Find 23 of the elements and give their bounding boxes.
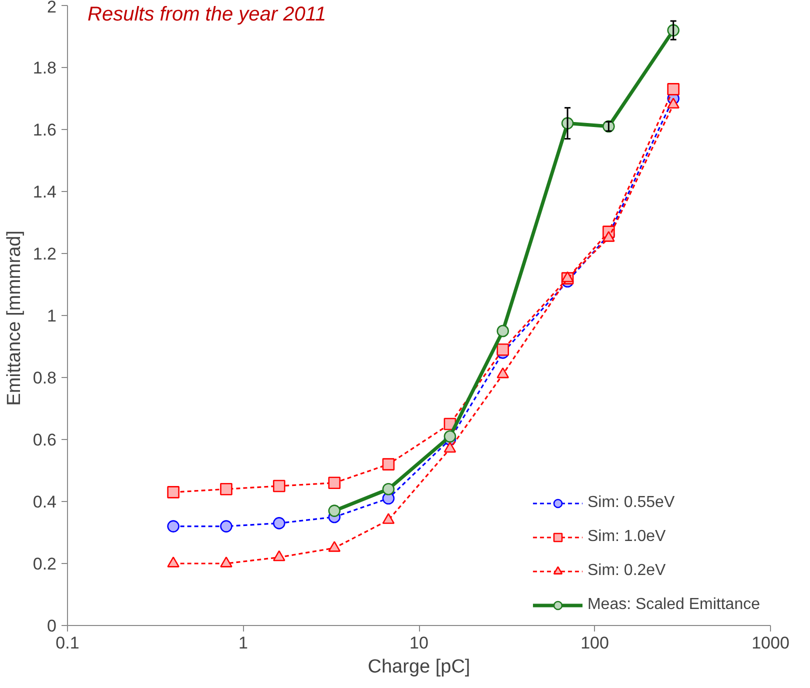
y-tick-label: 0.4 bbox=[32, 492, 57, 512]
x-axis-title: Charge [pC] bbox=[368, 656, 470, 678]
y-tick-label: 1.8 bbox=[32, 58, 57, 78]
legend-label: Sim: 0.2eV bbox=[587, 562, 666, 580]
y-tick-label: 0 bbox=[47, 616, 57, 636]
y-tick-label: 1.6 bbox=[32, 120, 57, 140]
x-tick-label: 10 bbox=[410, 634, 428, 652]
y-tick-label: 1.2 bbox=[32, 244, 57, 264]
x-tick-label: 100 bbox=[580, 634, 609, 652]
y-tick-label: 0.2 bbox=[32, 554, 57, 574]
legend-label: Meas: Scaled Emittance bbox=[587, 596, 760, 614]
y-axis-title: Emittance [mmmrad] bbox=[4, 230, 25, 406]
y-tick-label: 0.8 bbox=[32, 368, 57, 388]
annotation: Results from the year 2011 bbox=[88, 4, 326, 26]
x-tick-label: 1000 bbox=[752, 634, 790, 652]
y-tick-label: 2 bbox=[47, 0, 57, 16]
legend-label: Sim: 1.0eV bbox=[587, 528, 666, 546]
y-tick-label: 1.4 bbox=[32, 182, 57, 202]
x-tick-label: 0.1 bbox=[56, 634, 80, 652]
y-tick-label: 1 bbox=[47, 306, 57, 326]
x-tick-label: 1 bbox=[238, 634, 248, 652]
y-tick-label: 0.6 bbox=[32, 430, 57, 450]
legend-label: Sim: 0.55eV bbox=[587, 494, 675, 512]
